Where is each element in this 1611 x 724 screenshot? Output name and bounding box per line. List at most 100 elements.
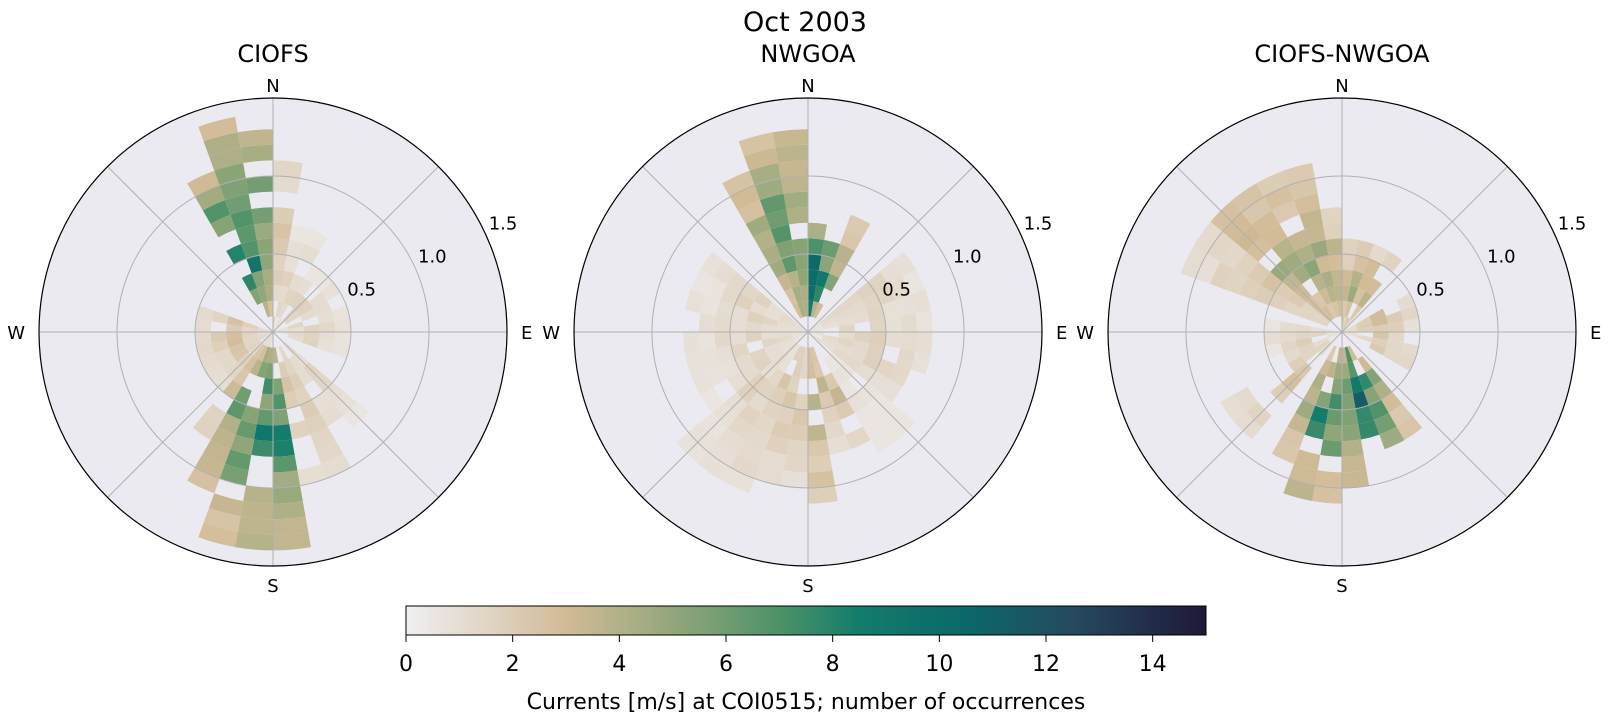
rose-bin (230, 209, 255, 230)
rose-bin (241, 326, 258, 332)
direction-label-s: S (1336, 576, 1347, 597)
rose-bin (781, 255, 798, 274)
rose-bin (753, 413, 776, 435)
rose-bin (219, 463, 249, 486)
rose-bin (1342, 318, 1353, 332)
rose-bin (226, 399, 247, 420)
rose-bin (273, 470, 301, 488)
rose-bin (262, 332, 273, 346)
rose-bin (1295, 337, 1313, 349)
rose-bin (246, 255, 263, 274)
rose-bin (259, 393, 273, 410)
rose-bin (1299, 209, 1324, 230)
rose-bin (1385, 310, 1404, 324)
rose-bin (729, 332, 747, 346)
rose-bin (1312, 337, 1329, 348)
rose-bin (884, 315, 902, 332)
rose-bin (259, 332, 273, 343)
rose-bin (289, 273, 305, 292)
angular-gridline (107, 331, 274, 498)
rose-bin (851, 310, 870, 324)
direction-label-w: W (542, 323, 560, 344)
rose-bin (705, 277, 727, 300)
rose-bin (780, 339, 797, 353)
rose-bin (753, 229, 776, 251)
rose-bin (273, 332, 289, 335)
direction-label-n: N (801, 76, 814, 97)
rose-bin (308, 291, 328, 309)
rose-bin (1372, 332, 1389, 341)
panel-title: NWGOA (760, 40, 856, 68)
angular-gridline (272, 331, 439, 498)
rose-bin (726, 271, 749, 293)
rose-bin (869, 332, 886, 346)
rose-bin (737, 440, 766, 464)
rose-bin (777, 355, 793, 373)
rose-bin (1342, 253, 1356, 271)
rose-bin (776, 372, 792, 391)
polar-outline (573, 97, 1043, 567)
rose-bin (745, 426, 771, 450)
rose-bin (770, 419, 792, 440)
rose-bin (283, 288, 297, 305)
rose-bin (1325, 238, 1342, 256)
rose-bin (838, 332, 855, 341)
rose-bin (759, 449, 787, 471)
colorbar-tick-label: 14 (1139, 652, 1167, 677)
rose-bin (769, 386, 787, 406)
rose-bin (273, 408, 290, 426)
rose-bin (1350, 270, 1364, 289)
rose-bin (235, 419, 257, 440)
rose-bin (1369, 308, 1386, 322)
rose-bin (777, 334, 794, 343)
rose-bin (289, 419, 311, 440)
rose-bin (218, 355, 238, 373)
rose-bin (251, 270, 265, 289)
rose-bin (1287, 291, 1307, 309)
rose-bin (1256, 170, 1289, 197)
rose-bin (1326, 302, 1337, 319)
rose-bin (278, 345, 289, 362)
rose-bin (273, 531, 311, 551)
rose-bin (283, 255, 300, 274)
rose-bin (273, 316, 276, 332)
rose-bin (1283, 300, 1302, 316)
colorbar-tick-label: 0 (399, 652, 413, 677)
rose-bin (1344, 346, 1353, 363)
rose-bin (879, 378, 903, 403)
rose-bin (1247, 261, 1271, 286)
rose-bin (210, 332, 227, 343)
rose-bin (840, 229, 863, 251)
rose-bin (797, 269, 808, 286)
rose-bin (1268, 293, 1288, 311)
rose-bin (1310, 326, 1327, 332)
rose-bin (1368, 244, 1389, 265)
rose-bin (243, 337, 260, 348)
rose-bin (316, 340, 335, 354)
rose-bin (826, 434, 851, 455)
rose-bin (1369, 342, 1386, 356)
rose-bin (1379, 426, 1405, 450)
rose-bin (1293, 449, 1321, 471)
angular-gridline (807, 166, 974, 333)
rose-bin (296, 367, 314, 387)
rose-bin (734, 293, 754, 311)
rose-bin (1326, 332, 1342, 338)
rose-bin (697, 451, 730, 481)
rose-bin (235, 224, 257, 245)
rose-bin (288, 291, 304, 309)
rose-bin (824, 372, 840, 391)
rose-bin (1264, 185, 1294, 211)
rose-bin (816, 270, 830, 289)
rose-bin (302, 337, 320, 349)
rose-bin (226, 332, 243, 341)
rose-bin (202, 403, 227, 427)
rose-bin (764, 342, 781, 356)
rose-bin (1342, 300, 1348, 317)
rose-bin (745, 321, 762, 332)
rose-bin (1333, 285, 1342, 302)
rose-bin (831, 301, 849, 317)
rose-bin (822, 334, 839, 343)
rose-bin (1239, 277, 1261, 300)
rose-bin (690, 269, 714, 295)
